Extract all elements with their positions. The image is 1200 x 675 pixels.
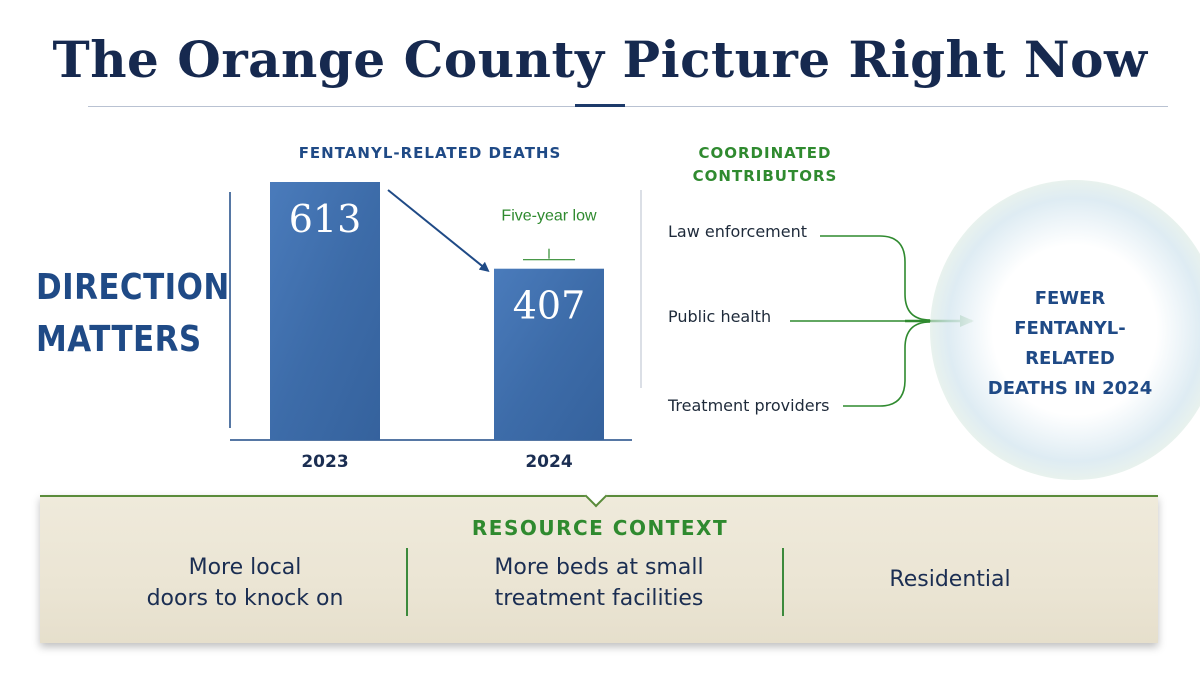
contributor-treatment-providers: Treatment providers — [668, 396, 830, 415]
outcome-line-2: FENTANYL-RELATED — [1014, 318, 1126, 369]
resource-context-title: RESOURCE CONTEXT — [471, 516, 729, 540]
resource-item-line-2: treatment facilities — [494, 586, 704, 611]
resource-item-line-2: doors to knock on — [146, 586, 344, 611]
resource-item-more-beds: More beds at small treatment facilities — [440, 552, 758, 614]
chart-title: FENTANYL-RELATED DEATHS — [298, 144, 562, 162]
title-rule-accent — [575, 104, 625, 107]
headline-line-2: MATTERS — [36, 319, 202, 360]
connector-treatment-providers — [843, 321, 931, 407]
bar-group: 613 2023 407 2024 — [270, 182, 604, 472]
connector-law-enforcement — [820, 235, 931, 321]
resource-item-line-1: Residential — [889, 567, 1011, 592]
outcome-line-1: FEWER — [1034, 288, 1106, 309]
outcome-line-3: DEATHS IN 2024 — [987, 378, 1153, 399]
outcome-text: FEWER FENTANYL-RELATED DEATHS IN 2024 — [975, 284, 1165, 404]
resource-item-local-doors: More local doors to knock on — [100, 552, 390, 614]
resource-item-residential: Residential — [810, 564, 1090, 595]
outcome-glow — [930, 180, 1200, 480]
x-tick-label-2024: 2024 — [525, 452, 572, 472]
bar-2024 — [494, 268, 604, 440]
contributors-title-line-2: CONTRIBUTORS — [692, 167, 838, 185]
resource-divider-2 — [782, 548, 784, 616]
resource-divider-1 — [406, 548, 408, 616]
five-year-low-bracket — [523, 248, 575, 261]
resource-item-line-1: More beds at small — [494, 555, 704, 580]
direction-matters-headline: DIRECTION MATTERS — [36, 262, 230, 366]
contributors-title: COORDINATED CONTRIBUTORS — [660, 142, 870, 188]
resource-item-line-1: More local — [188, 555, 302, 580]
five-year-low-label: Five-year low — [501, 208, 597, 225]
contributor-public-health: Public health — [668, 307, 772, 326]
contributor-law-enforcement: Law enforcement — [668, 222, 808, 241]
headline-line-1: DIRECTION — [36, 267, 230, 308]
trend-arrow — [387, 189, 490, 272]
page-title: The Orange County Picture Right Now — [52, 30, 1148, 89]
title-rule — [88, 106, 1168, 107]
bar-value-label-2023: 613 — [289, 197, 362, 241]
bar-2023 — [270, 182, 380, 440]
x-tick-label-2023: 2023 — [301, 452, 348, 472]
bar-value-label-2024: 407 — [513, 284, 586, 328]
contributors-title-line-1: COORDINATED — [698, 144, 832, 162]
